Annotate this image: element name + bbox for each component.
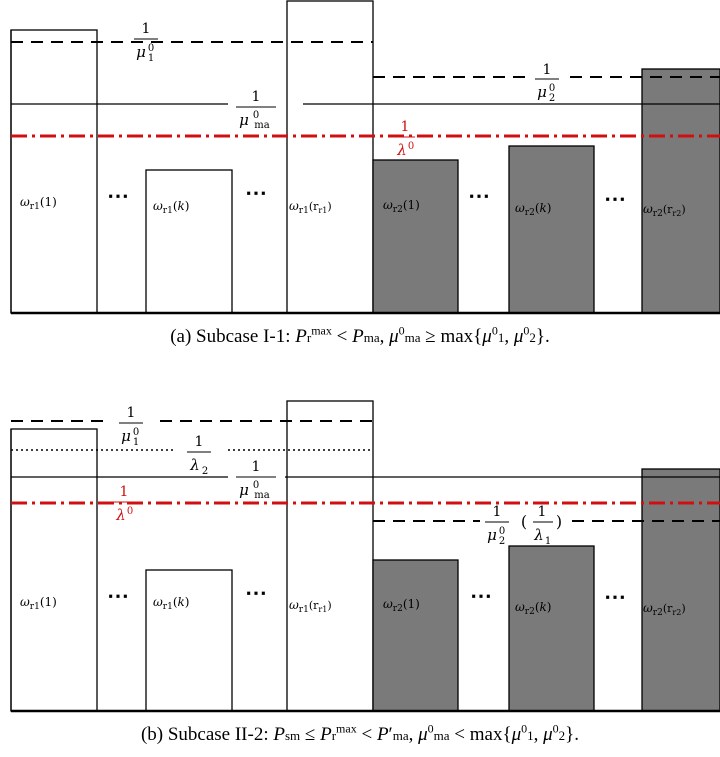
bar-label-r1-1-b: ωr1(1)	[20, 595, 57, 612]
bar-r1-k	[145, 169, 233, 314]
bar-label-r1-k-b: ωr1(k)	[153, 595, 189, 612]
caption-b: (b) Subcase II-2: Psm ≤ Prmax < P′ma, μ0…	[140, 721, 580, 745]
svg-text:1: 1	[120, 484, 129, 500]
svg-text:(: (	[521, 512, 527, 531]
svg-text:λ: λ	[115, 506, 126, 524]
svg-text:1: 1	[252, 459, 261, 475]
svg-text:1: 1	[195, 434, 204, 450]
label-lambda-a: 1 λ 0	[395, 119, 415, 159]
ellipsis-a-3: ⋯	[468, 183, 490, 209]
bar-label-r1-k-a: ωr1(k)	[153, 199, 189, 216]
label-lambda-b: 1 λ 0	[114, 484, 134, 524]
bar-label-r1-1-a: ωr1(1)	[20, 195, 57, 212]
svg-text:2: 2	[499, 536, 505, 547]
bar-label-r2-k-a: ωr2(k)	[515, 201, 551, 218]
bar-r1-r1-b	[286, 400, 374, 712]
svg-text:μ: μ	[239, 481, 249, 499]
bar-r2-r2	[641, 68, 720, 314]
bar-r1-1-b	[10, 428, 98, 712]
svg-text:μ: μ	[537, 83, 547, 101]
svg-text:0: 0	[133, 427, 139, 438]
svg-text:2: 2	[549, 93, 555, 104]
label-mu2-a: 1 μ 0 2	[535, 62, 559, 104]
svg-text:μ: μ	[121, 427, 131, 445]
bar-r2-1-b	[372, 559, 459, 712]
svg-text:λ: λ	[396, 141, 407, 159]
bar-r1-r1	[286, 0, 374, 314]
label-lambda2-b: 1 λ 2	[187, 434, 211, 477]
bar-label-r2-1-a: ωr2(1)	[383, 198, 420, 215]
label-muma-a: 1 μ 0 ma	[236, 89, 276, 131]
ellipsis-a-2: ⋯	[245, 180, 267, 206]
svg-text:1: 1	[401, 119, 410, 135]
label-mu2-lambda1-b: 1 μ 0 2 ( 1 λ 1 )	[485, 504, 562, 547]
bar-r2-1	[372, 159, 459, 314]
svg-text:1: 1	[127, 405, 136, 421]
svg-text:1: 1	[252, 89, 261, 105]
label-muma-b: 1 μ 0 ma	[236, 459, 276, 501]
svg-text:ma: ma	[254, 490, 269, 501]
svg-text:): )	[556, 512, 562, 531]
ellipsis-b-3: ⋯	[470, 583, 492, 609]
svg-text:λ: λ	[189, 456, 200, 474]
panel-a: 1 μ 0 1 1 μ 0 2 1 μ 0 ma 1 λ 0 ωr1(1) ω	[10, 0, 720, 315]
svg-text:0: 0	[499, 526, 505, 537]
bar-r1-1	[10, 29, 98, 314]
svg-text:2: 2	[202, 466, 208, 477]
label-mu1-b: 1 μ 0 1	[119, 405, 143, 448]
svg-text:λ: λ	[533, 526, 544, 544]
ellipsis-b-1: ⋯	[107, 583, 129, 609]
bar-r2-k-b	[508, 545, 595, 712]
svg-text:1: 1	[543, 62, 552, 78]
svg-text:0: 0	[408, 141, 414, 152]
label-mu1-a: 1 μ 0 1	[134, 21, 158, 64]
svg-text:1: 1	[493, 504, 502, 520]
svg-text:0: 0	[253, 110, 259, 121]
svg-text:1: 1	[133, 437, 139, 448]
panel-b: 1 μ 0 1 1 λ 2 1 μ 0 ma 1 λ 0 1 μ	[10, 400, 720, 713]
ellipsis-b-2: ⋯	[245, 580, 267, 606]
svg-text:μ: μ	[239, 111, 249, 129]
svg-text:0: 0	[253, 480, 259, 491]
svg-text:ma: ma	[254, 120, 269, 131]
svg-text:1: 1	[538, 504, 547, 520]
bar-label-r2-1-b: ωr2(1)	[383, 597, 420, 614]
caption-a: (a) Subcase I-1: Prmax < Pma, μ0ma ≥ max…	[170, 323, 550, 347]
svg-text:0: 0	[148, 43, 154, 54]
svg-text:μ: μ	[136, 43, 146, 61]
svg-text:μ: μ	[487, 526, 497, 544]
bar-label-r2-k-b: ωr2(k)	[515, 600, 551, 617]
svg-text:1: 1	[148, 53, 154, 64]
bar-r1-k-b	[145, 569, 233, 712]
svg-text:0: 0	[549, 83, 555, 94]
bar-r2-r2-b	[641, 468, 720, 712]
ellipsis-b-4: ⋯	[604, 584, 626, 610]
ellipsis-a-1: ⋯	[107, 183, 129, 209]
bar-r2-k	[508, 145, 595, 314]
svg-text:0: 0	[127, 506, 133, 517]
svg-text:1: 1	[142, 21, 151, 37]
svg-text:1: 1	[545, 536, 551, 547]
ellipsis-a-4: ⋯	[604, 186, 626, 212]
